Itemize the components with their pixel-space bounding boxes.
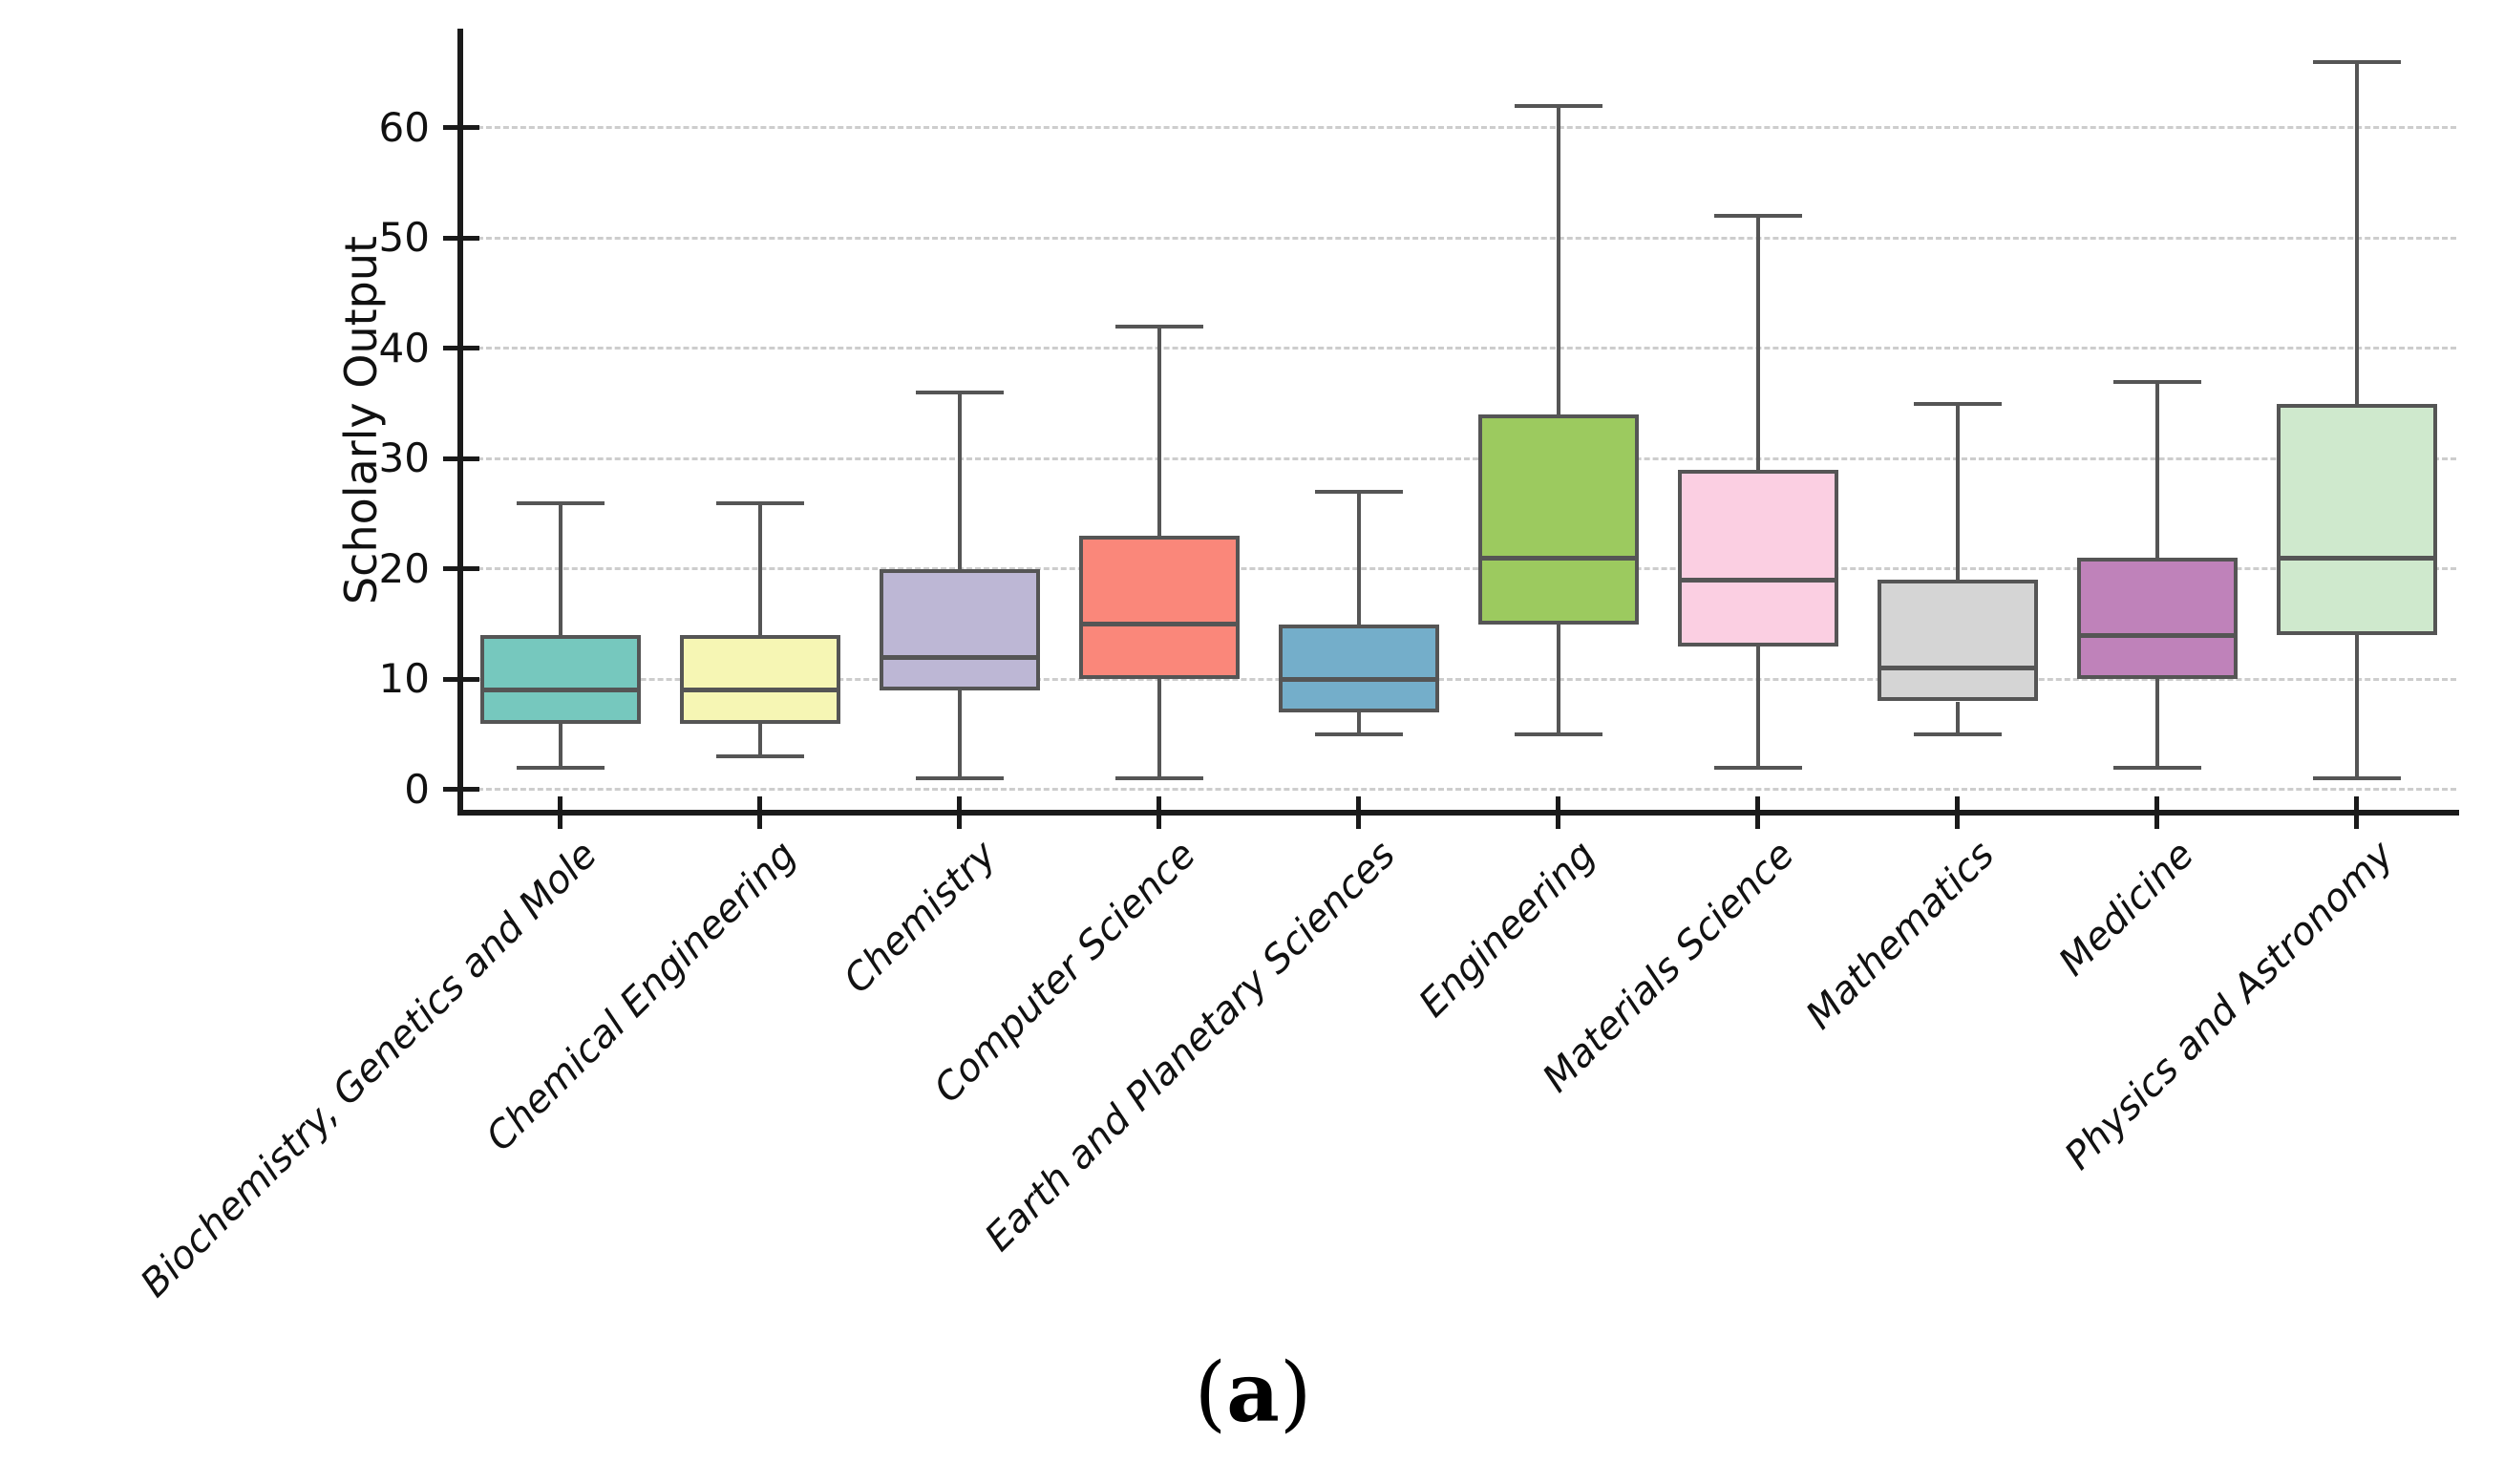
whisker-cap-upper — [1913, 401, 2002, 406]
whisker-cap-lower — [1314, 732, 1403, 737]
x-tick-label: Engineering — [1410, 833, 1604, 1027]
whisker-cap-lower — [915, 776, 1004, 781]
whisker-upper — [1556, 105, 1560, 415]
y-tick-mark — [443, 346, 479, 351]
whisker-lower — [558, 723, 562, 768]
whisker-lower — [757, 723, 762, 757]
box — [479, 635, 641, 724]
median-line — [1677, 577, 1838, 583]
whisker-upper — [2154, 381, 2159, 559]
y-gridline — [460, 567, 2456, 571]
whisker-lower — [2354, 635, 2359, 779]
caption-open-paren: ( — [1194, 1346, 1227, 1441]
whisker-upper — [2354, 61, 2359, 404]
y-gridline — [460, 677, 2456, 681]
median-line — [2076, 632, 2238, 638]
y-gridline — [460, 347, 2456, 350]
caption-letter: a — [1226, 1345, 1280, 1441]
caption-close-paren: ) — [1279, 1346, 1312, 1441]
whisker-lower — [1955, 701, 1960, 735]
median-line — [1278, 676, 1439, 682]
x-tick-label: Biochemistry, Genetics and Mole — [132, 833, 606, 1306]
whisker-cap-upper — [2112, 379, 2201, 384]
x-tick-label: Earth and Planetary Sciences — [976, 833, 1405, 1261]
whisker-lower — [957, 689, 962, 779]
whisker-upper — [558, 502, 562, 636]
whisker-cap-upper — [1314, 490, 1403, 495]
y-tick-label: 50 — [378, 214, 430, 262]
x-tick-label: Mathematics — [1797, 833, 2004, 1038]
whisker-cap-upper — [715, 500, 804, 505]
median-line — [1477, 555, 1639, 561]
x-tick-label: Physics and Astronomy — [2056, 833, 2403, 1178]
whisker-lower — [2154, 679, 2159, 768]
y-tick-mark — [443, 566, 479, 572]
box — [2076, 558, 2238, 680]
y-tick-label: 40 — [378, 324, 430, 371]
whisker-upper — [1955, 403, 1960, 581]
y-tick-mark — [443, 456, 479, 461]
whisker-upper — [1157, 326, 1161, 537]
y-gridline — [460, 126, 2456, 130]
box — [1677, 469, 1838, 647]
whisker-cap-lower — [1713, 765, 1802, 770]
median-line — [879, 654, 1040, 660]
whisker-upper — [757, 502, 762, 636]
whisker-cap-upper — [1514, 103, 1602, 108]
y-gridline — [460, 456, 2456, 460]
subfigure-caption: (a) — [1195, 1345, 1312, 1441]
y-gridline — [460, 788, 2456, 792]
whisker-cap-lower — [1514, 732, 1602, 737]
y-axis-label: Scholarly Output — [335, 235, 387, 605]
whisker-lower — [1556, 624, 1560, 735]
y-tick-label: 30 — [378, 435, 430, 482]
median-line — [2276, 555, 2437, 561]
whisker-lower — [1755, 646, 1760, 768]
whisker-upper — [1755, 216, 1760, 470]
whisker-cap-upper — [1114, 324, 1203, 329]
y-tick-label: 10 — [378, 655, 430, 703]
whisker-cap-lower — [1913, 732, 2002, 737]
box — [1877, 580, 2038, 702]
box — [1078, 536, 1240, 680]
x-axis-spine — [457, 810, 2459, 816]
whisker-upper — [957, 392, 962, 569]
median-line — [1877, 666, 2038, 671]
x-tick-label: Medicine — [2050, 833, 2203, 985]
whisker-cap-lower — [2312, 776, 2401, 781]
y-tick-mark — [443, 787, 479, 793]
y-tick-label: 0 — [404, 765, 430, 813]
whisker-cap-lower — [715, 754, 804, 759]
whisker-cap-upper — [516, 500, 605, 505]
y-gridline — [460, 236, 2456, 240]
whisker-lower — [1157, 679, 1161, 779]
whisker-lower — [1356, 712, 1361, 735]
y-axis-spine — [457, 29, 463, 816]
whisker-cap-lower — [1114, 776, 1203, 781]
whisker-cap-lower — [516, 765, 605, 770]
y-tick-mark — [443, 676, 479, 682]
x-tick-label: Chemistry — [835, 833, 1006, 1003]
whisker-cap-lower — [2112, 765, 2201, 770]
y-tick-mark — [443, 125, 479, 131]
box — [1477, 414, 1639, 625]
box — [679, 635, 840, 724]
whisker-cap-upper — [2312, 59, 2401, 64]
y-tick-mark — [443, 235, 479, 241]
whisker-upper — [1356, 492, 1361, 625]
y-tick-label: 60 — [378, 103, 430, 151]
y-tick-label: 20 — [378, 544, 430, 592]
box — [1278, 624, 1439, 713]
median-line — [1078, 622, 1240, 627]
whisker-cap-upper — [1713, 214, 1802, 219]
median-line — [479, 688, 641, 693]
box — [879, 568, 1040, 690]
median-line — [679, 688, 840, 693]
box — [2276, 403, 2437, 636]
whisker-cap-upper — [915, 391, 1004, 395]
